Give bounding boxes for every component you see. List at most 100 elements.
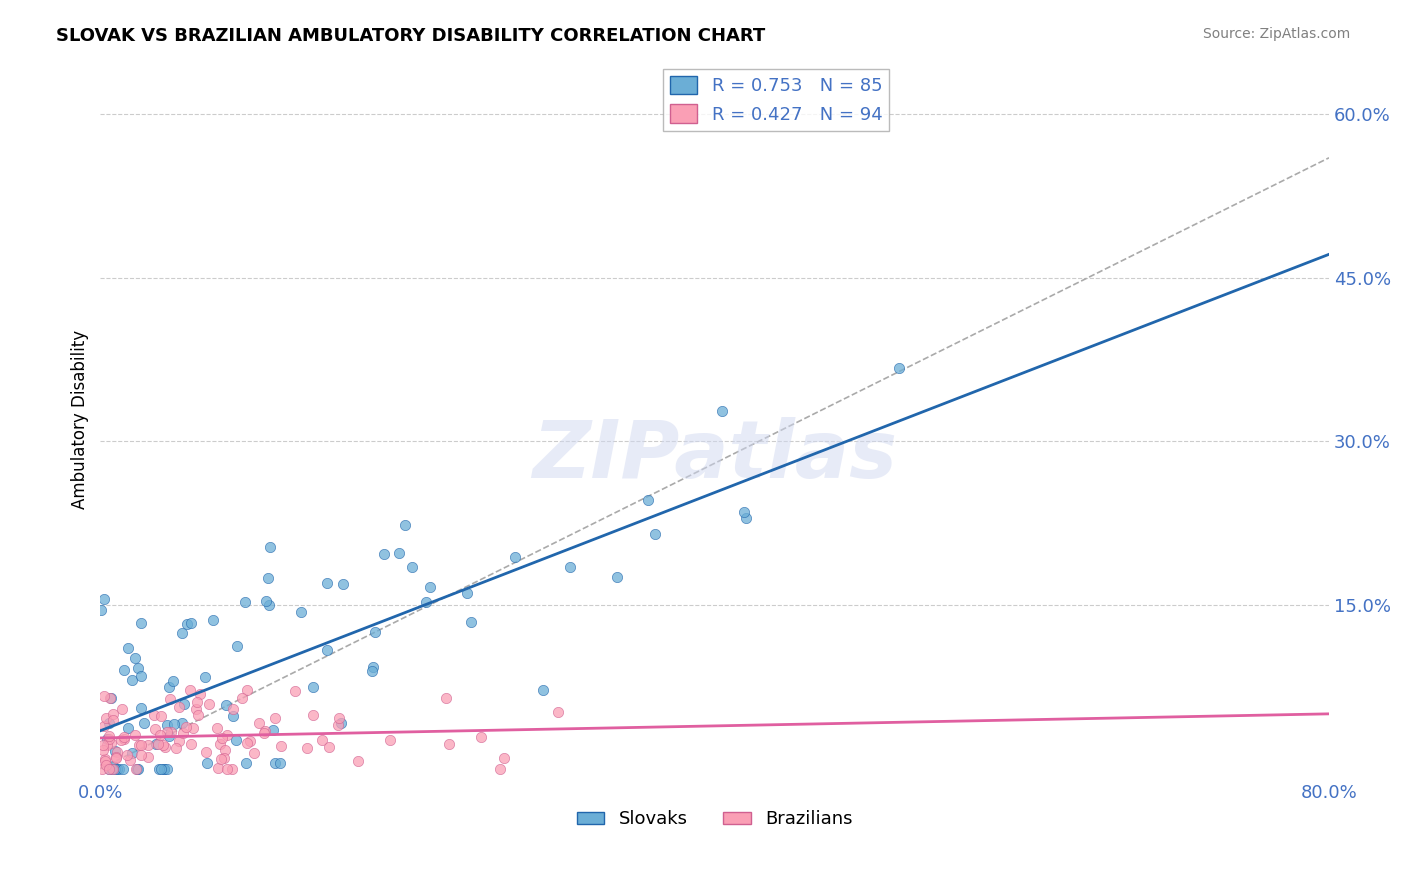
Slovaks <box>172 716 194 731</box>
Brazilians <box>94 758 117 772</box>
Brazilians <box>263 711 285 725</box>
Slovaks <box>364 625 387 640</box>
Brazilians <box>209 752 232 766</box>
Slovaks <box>117 721 139 735</box>
Brazilians <box>115 747 138 762</box>
Brazilians <box>494 751 516 765</box>
Brazilians <box>215 728 238 742</box>
Slovaks <box>235 756 257 771</box>
Brazilians <box>221 762 243 776</box>
Slovaks <box>222 708 245 723</box>
Brazilians <box>105 745 128 759</box>
Slovaks <box>134 716 156 731</box>
Brazilians <box>183 721 205 735</box>
Slovaks <box>201 613 224 627</box>
Brazilians <box>94 710 117 724</box>
Brazilians <box>98 762 121 776</box>
Brazilians <box>188 687 211 701</box>
Slovaks <box>415 595 437 609</box>
Brazilians <box>488 762 510 776</box>
Brazilians <box>136 750 159 764</box>
Brazilians <box>96 738 118 752</box>
Slovaks <box>112 663 135 677</box>
Slovaks <box>103 762 125 776</box>
Slovaks <box>419 580 441 594</box>
Brazilians <box>249 716 271 731</box>
Slovaks <box>373 548 395 562</box>
Brazilians <box>129 738 152 752</box>
Brazilians <box>124 728 146 742</box>
Slovaks <box>127 661 149 675</box>
Brazilians <box>301 708 323 723</box>
Slovaks <box>156 717 179 731</box>
Brazilians <box>101 714 124 728</box>
Brazilians <box>93 719 115 733</box>
Brazilians <box>231 691 253 706</box>
Slovaks <box>101 762 124 776</box>
Brazilians <box>187 708 209 723</box>
Slovaks <box>733 505 755 519</box>
Brazilians <box>297 741 319 756</box>
Slovaks <box>121 673 143 688</box>
Brazilians <box>209 737 232 751</box>
Brazilians <box>159 692 181 706</box>
Brazilians <box>152 739 174 753</box>
Brazilians <box>378 732 401 747</box>
Slovaks <box>215 698 238 712</box>
Slovaks <box>180 616 202 631</box>
Brazilians <box>211 731 233 745</box>
Brazilians <box>436 690 458 705</box>
Brazilians <box>98 729 121 743</box>
Brazilians <box>143 708 166 723</box>
Slovaks <box>257 599 280 613</box>
Brazilians <box>311 732 333 747</box>
Slovaks <box>233 595 256 609</box>
Slovaks <box>162 673 184 688</box>
Brazilians <box>104 750 127 764</box>
Brazilians <box>172 725 194 739</box>
Slovaks <box>97 715 120 730</box>
Slovaks <box>710 404 733 418</box>
Slovaks <box>330 716 353 731</box>
Brazilians <box>252 726 274 740</box>
Slovaks <box>124 651 146 665</box>
Brazilians <box>149 728 172 742</box>
Brazilians <box>136 738 159 752</box>
Brazilians <box>243 747 266 761</box>
Slovaks <box>157 729 180 743</box>
Brazilians <box>153 739 176 754</box>
Slovaks <box>112 762 135 776</box>
Y-axis label: Ambulatory Disability: Ambulatory Disability <box>72 330 89 509</box>
Brazilians <box>167 700 190 714</box>
Slovaks <box>129 701 152 715</box>
Brazilians <box>91 738 114 752</box>
Slovaks <box>316 576 339 591</box>
Brazilians <box>215 762 238 776</box>
Brazilians <box>470 730 492 744</box>
Brazilians <box>207 761 229 775</box>
Slovaks <box>157 680 180 694</box>
Brazilians <box>143 722 166 736</box>
Slovaks <box>176 617 198 632</box>
Slovaks <box>644 526 666 541</box>
Slovaks <box>93 592 115 607</box>
Brazilians <box>169 734 191 748</box>
Slovaks <box>887 360 910 375</box>
Brazilians <box>165 740 187 755</box>
Brazilians <box>129 748 152 763</box>
Brazilians <box>94 751 117 765</box>
Brazilians <box>318 739 340 754</box>
Slovaks <box>315 643 337 657</box>
Brazilians <box>253 723 276 738</box>
Slovaks <box>460 615 482 629</box>
Brazilians <box>212 751 235 765</box>
Brazilians <box>112 730 135 744</box>
Brazilians <box>103 706 125 721</box>
Slovaks <box>104 744 127 758</box>
Slovaks <box>560 560 582 574</box>
Brazilians <box>270 739 292 754</box>
Slovaks <box>100 691 122 706</box>
Brazilians <box>174 720 197 734</box>
Slovaks <box>163 716 186 731</box>
Slovaks <box>131 669 153 683</box>
